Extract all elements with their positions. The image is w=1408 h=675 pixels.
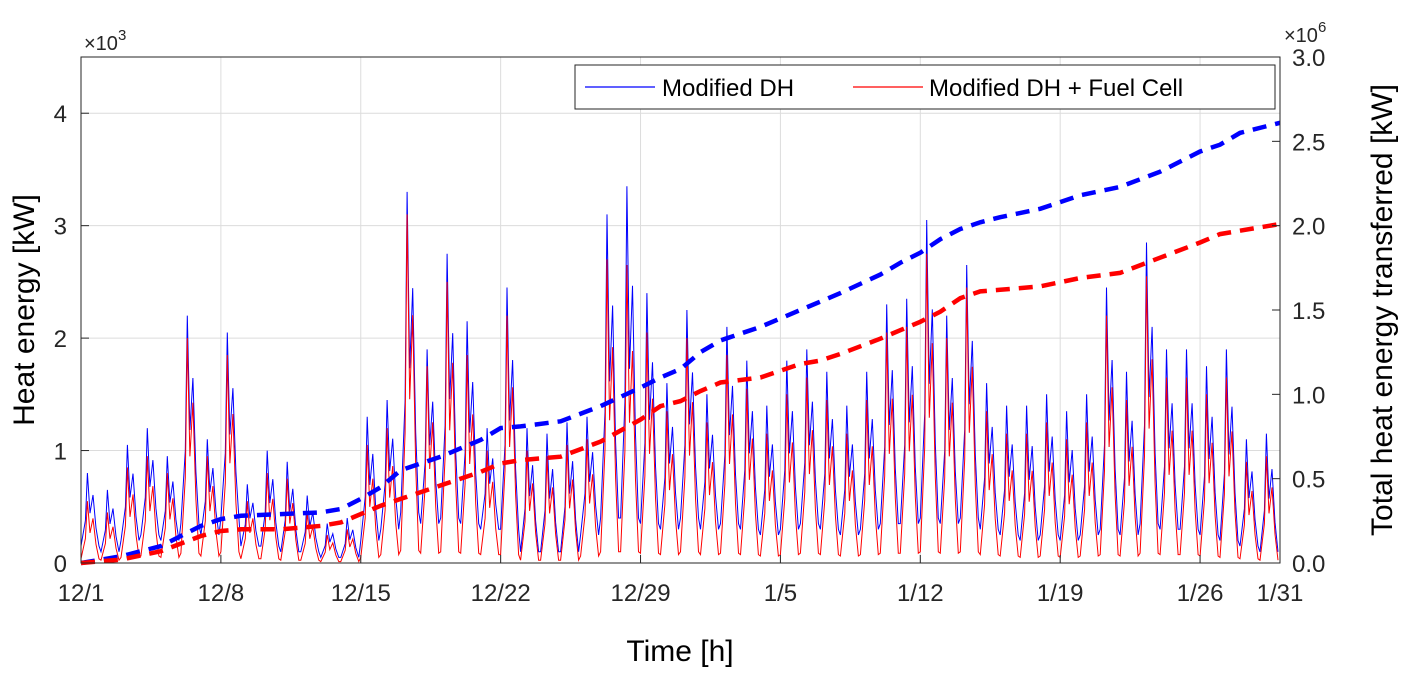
y-left-tick-label: 1 — [54, 439, 67, 466]
y-left-tick-label: 2 — [54, 326, 67, 353]
y-right-tick-label: 1.0 — [1292, 382, 1325, 409]
right-axis-exponent: ×106 — [1284, 19, 1326, 47]
legend-box — [574, 64, 1276, 110]
y-left-tick-label: 3 — [54, 214, 67, 241]
cumulative-line-modified-dh — [80, 120, 1281, 566]
y-right-tick-label: 3.0 — [1292, 45, 1325, 72]
x-tick-label: 1/31 — [1257, 580, 1304, 607]
x-tick-label: 12/8 — [198, 580, 245, 607]
legend-label-fuel-cell: Modified DH + Fuel Cell — [929, 75, 1183, 102]
y-right-tick-label: 2.5 — [1292, 129, 1325, 156]
cumulative-series-group — [80, 120, 1281, 566]
legend-label-modified-dh: Modified DH — [662, 75, 794, 102]
y-left-tick-label: 4 — [54, 101, 67, 128]
x-tick-label: 12/22 — [471, 580, 531, 607]
grid-lines — [80, 57, 1281, 564]
y-right-tick-label: 0.5 — [1292, 467, 1325, 494]
y-axis-right-label: Total heat energy transferred [kW] — [1366, 84, 1399, 536]
y-left-tick-label: 0 — [54, 551, 67, 578]
series-line-fuel-cell — [80, 214, 1279, 563]
x-tick-label: 1/5 — [764, 580, 797, 607]
x-tick-label: 12/29 — [611, 580, 671, 607]
y-right-tick-label: 1.5 — [1292, 298, 1325, 325]
y-right-tick-label: 2.0 — [1292, 214, 1325, 241]
cumulative-line-fuel-cell — [80, 221, 1281, 566]
x-tick-label: 12/15 — [331, 580, 391, 607]
series-line-modified-dh — [80, 186, 1279, 559]
x-axis-label: Time [h] — [626, 635, 733, 668]
hourly-series-group — [80, 186, 1279, 563]
y-right-tick-label: 0.0 — [1292, 551, 1325, 578]
axis-ticks: 12/1 12/8 12/15 12/22 12/29 1/5 1/12 1/19 1/26 1/… — [54, 45, 1326, 607]
plot-area-frame — [80, 56, 1281, 564]
x-tick-label: 12/1 — [58, 580, 105, 607]
legend: Modified DH Modified DH + Fuel Cell — [574, 64, 1276, 110]
x-tick-label: 1/26 — [1177, 580, 1224, 607]
x-tick-label: 1/12 — [897, 580, 944, 607]
y-axis-left-label: Heat energy [kW] — [8, 194, 41, 426]
left-axis-exponent: ×103 — [84, 27, 126, 55]
x-tick-label: 1/19 — [1037, 580, 1084, 607]
